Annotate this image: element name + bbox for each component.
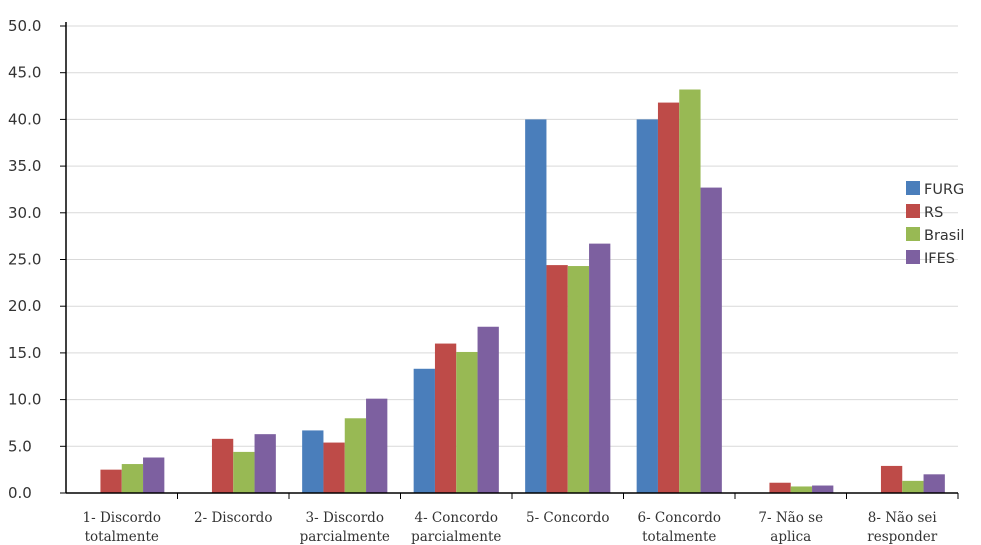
bar-brasil-3 (344, 418, 367, 493)
legend-label-brasil: Brasil (924, 228, 964, 244)
y-tick-label: 15.0 (8, 344, 41, 362)
x-category-labels: 1- Discordo totalmente 2- Discordo 3- Disco… (83, 510, 938, 545)
legend-swatch-brasil (906, 227, 920, 241)
x-category-label: totalmente (642, 529, 716, 545)
gridlines (60, 25, 958, 494)
bar-ifes-3 (366, 398, 388, 493)
axes (65, 22, 959, 499)
legend-label-furg: FURG (924, 182, 964, 198)
y-tick-label: 10.0 (8, 391, 41, 409)
y-tick-label: 30.0 (8, 204, 41, 222)
bar-furg-6 (636, 119, 658, 494)
legend-swatch-rs (906, 204, 920, 218)
legend-label-ifes: IFES (924, 251, 955, 267)
x-category-label: 2- Discordo (194, 510, 272, 526)
bar-ifes-5 (589, 243, 611, 493)
legend-label-rs: RS (924, 205, 943, 221)
legend-swatch-ifes (906, 250, 920, 264)
bar-furg-5 (525, 119, 547, 494)
bar-rs-2 (211, 438, 234, 493)
bar-brasil-5 (567, 266, 590, 493)
bars (100, 89, 945, 494)
bar-rs-4 (434, 343, 457, 493)
y-tick-labels: 0.0 5.0 10.0 15.0 20.0 25.0 30.0 35.0 40.0 45.0 50… (8, 17, 41, 502)
bar-furg-3 (302, 430, 324, 493)
bar-furg-4 (413, 368, 435, 493)
x-category-label: aplica (770, 529, 811, 545)
y-tick-label: 40.0 (8, 110, 41, 128)
bar-ifes-1 (143, 457, 165, 493)
x-category-label: 3- Discordo (306, 510, 384, 526)
bar-rs-8 (880, 465, 903, 493)
bar-ifes-8 (923, 474, 945, 493)
bar-rs-1 (100, 469, 122, 493)
y-tick-label: 35.0 (8, 157, 41, 175)
y-tick-label: 50.0 (8, 17, 41, 35)
bar-rs-7 (769, 482, 791, 493)
y-tick-label: 5.0 (8, 437, 32, 455)
bar-rs-6 (657, 102, 680, 493)
x-category-label: totalmente (85, 529, 159, 545)
x-category-label: parcialmente (411, 529, 501, 545)
bar-brasil-6 (679, 89, 701, 494)
bar-brasil-8 (902, 480, 924, 493)
y-tick-label: 0.0 (8, 484, 32, 502)
bar-brasil-4 (456, 351, 478, 493)
x-category-label: responder (867, 529, 937, 545)
bar-ifes-4 (477, 326, 499, 493)
x-category-label: 5- Concordo (526, 510, 610, 526)
bar-ifes-2 (254, 434, 276, 493)
bar-brasil-7 (790, 486, 813, 493)
y-tick-label: 45.0 (8, 64, 41, 82)
x-category-label: 8- Não sei (868, 510, 938, 526)
bar-ifes-7 (812, 485, 834, 493)
x-category-label: 7- Não se (758, 510, 823, 526)
x-category-label: 4- Concordo (414, 510, 498, 526)
bar-brasil-2 (233, 451, 255, 493)
bar-ifes-6 (700, 187, 722, 493)
y-tick-label: 25.0 (8, 251, 41, 269)
x-category-label: 6- Concordo (637, 510, 721, 526)
x-category-label: 1- Discordo (83, 510, 161, 526)
bar-brasil-1 (121, 464, 144, 493)
y-tick-label: 20.0 (8, 297, 41, 315)
x-category-label: parcialmente (300, 529, 390, 545)
legend: FURG RS Brasil IFES (906, 181, 964, 267)
bar-rs-3 (323, 442, 345, 493)
legend-swatch-furg (906, 181, 920, 195)
bar-rs-5 (546, 265, 568, 493)
